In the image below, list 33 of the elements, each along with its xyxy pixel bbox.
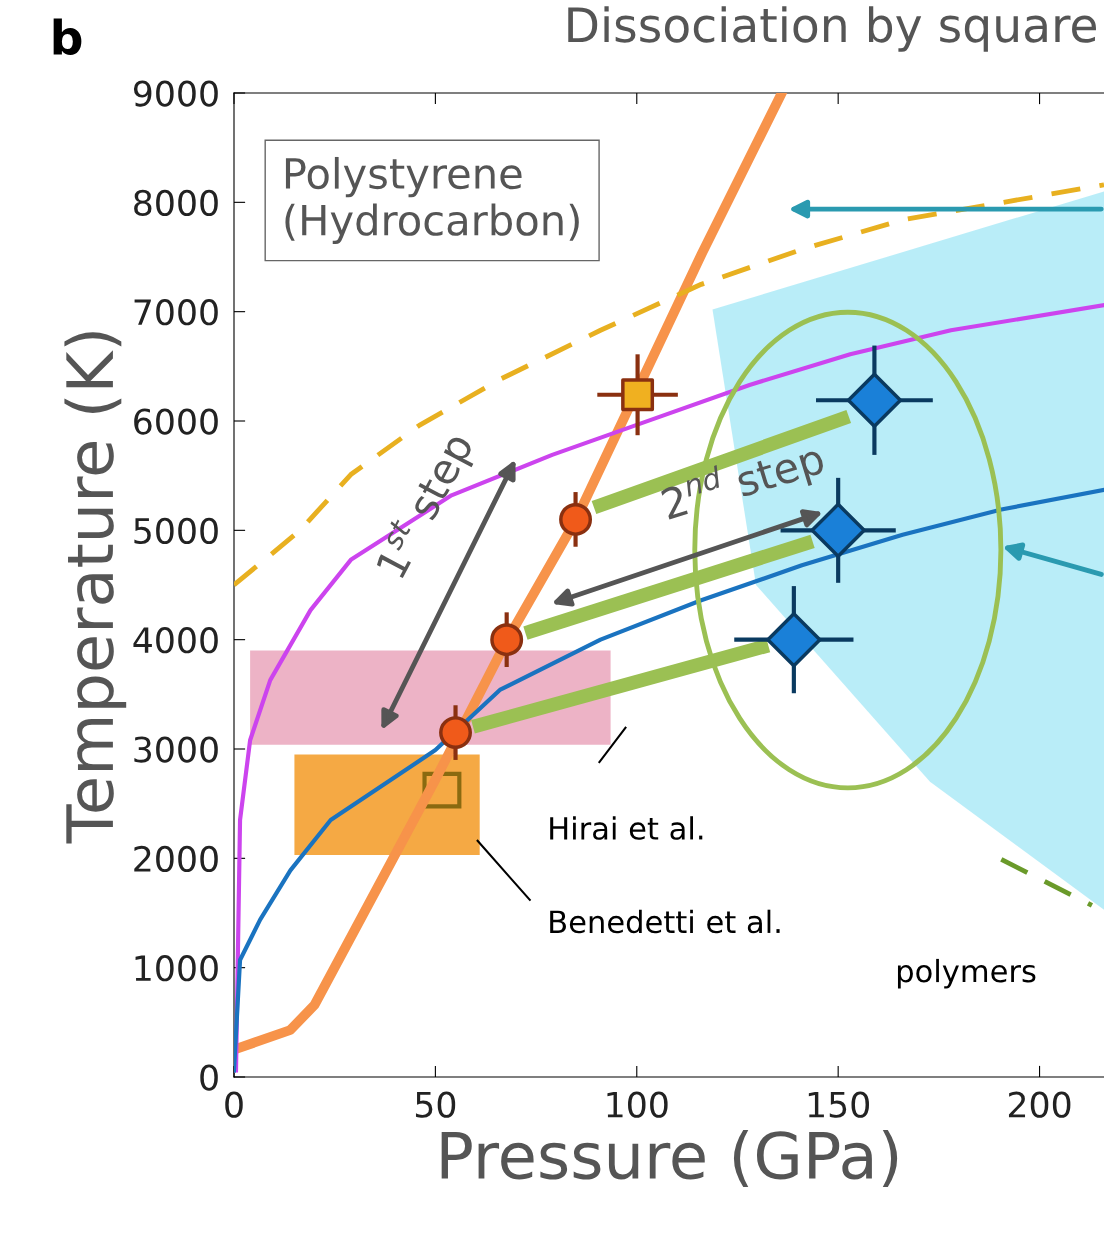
y-tick-label: 7000 — [134, 299, 218, 326]
y-axis-title: Temperature (K) — [64, 332, 127, 844]
annotation: Hirai et al. — [550, 816, 703, 840]
x-tick-label: 150 — [808, 1091, 869, 1118]
annotation: 2$^{nd}$ step — [658, 435, 828, 528]
annotation: Polystyrene (Hydrocarbon) — [285, 156, 579, 244]
annotation: 1$^{st}$ step — [370, 427, 482, 583]
x-axis-title: Pressure (GPa) — [441, 1130, 898, 1188]
point — [439, 716, 472, 750]
point — [559, 502, 593, 536]
x-tick-label: 0 — [225, 1091, 243, 1118]
y-tick-label: 8000 — [134, 189, 218, 217]
y-tick-label: 6000 — [134, 408, 218, 435]
y-tick-label: 3000 — [134, 736, 218, 763]
point — [490, 623, 524, 657]
text: b — [53, 18, 82, 56]
point — [810, 502, 866, 559]
annotation: polymers — [897, 958, 1036, 989]
y-tick-label: 4000 — [133, 627, 218, 654]
y-tick-label: 1000 — [135, 955, 218, 982]
chart-title: Dissociation by square — [568, 6, 1096, 52]
point — [766, 611, 822, 668]
x-tick-label: 100 — [607, 1091, 668, 1118]
point — [621, 378, 655, 412]
point — [846, 372, 903, 428]
y-tick-label: 5000 — [134, 517, 218, 545]
y-tick-label: 2000 — [134, 845, 218, 873]
x-tick-label: 200 — [1008, 1091, 1071, 1118]
y-tick-label: 9000 — [133, 80, 218, 107]
line-series — [234, 303, 1104, 1073]
x-tick-label: 50 — [415, 1091, 456, 1118]
annotation: Benedetti et al. — [550, 909, 780, 934]
y-tick-label: 0 — [200, 1064, 218, 1091]
